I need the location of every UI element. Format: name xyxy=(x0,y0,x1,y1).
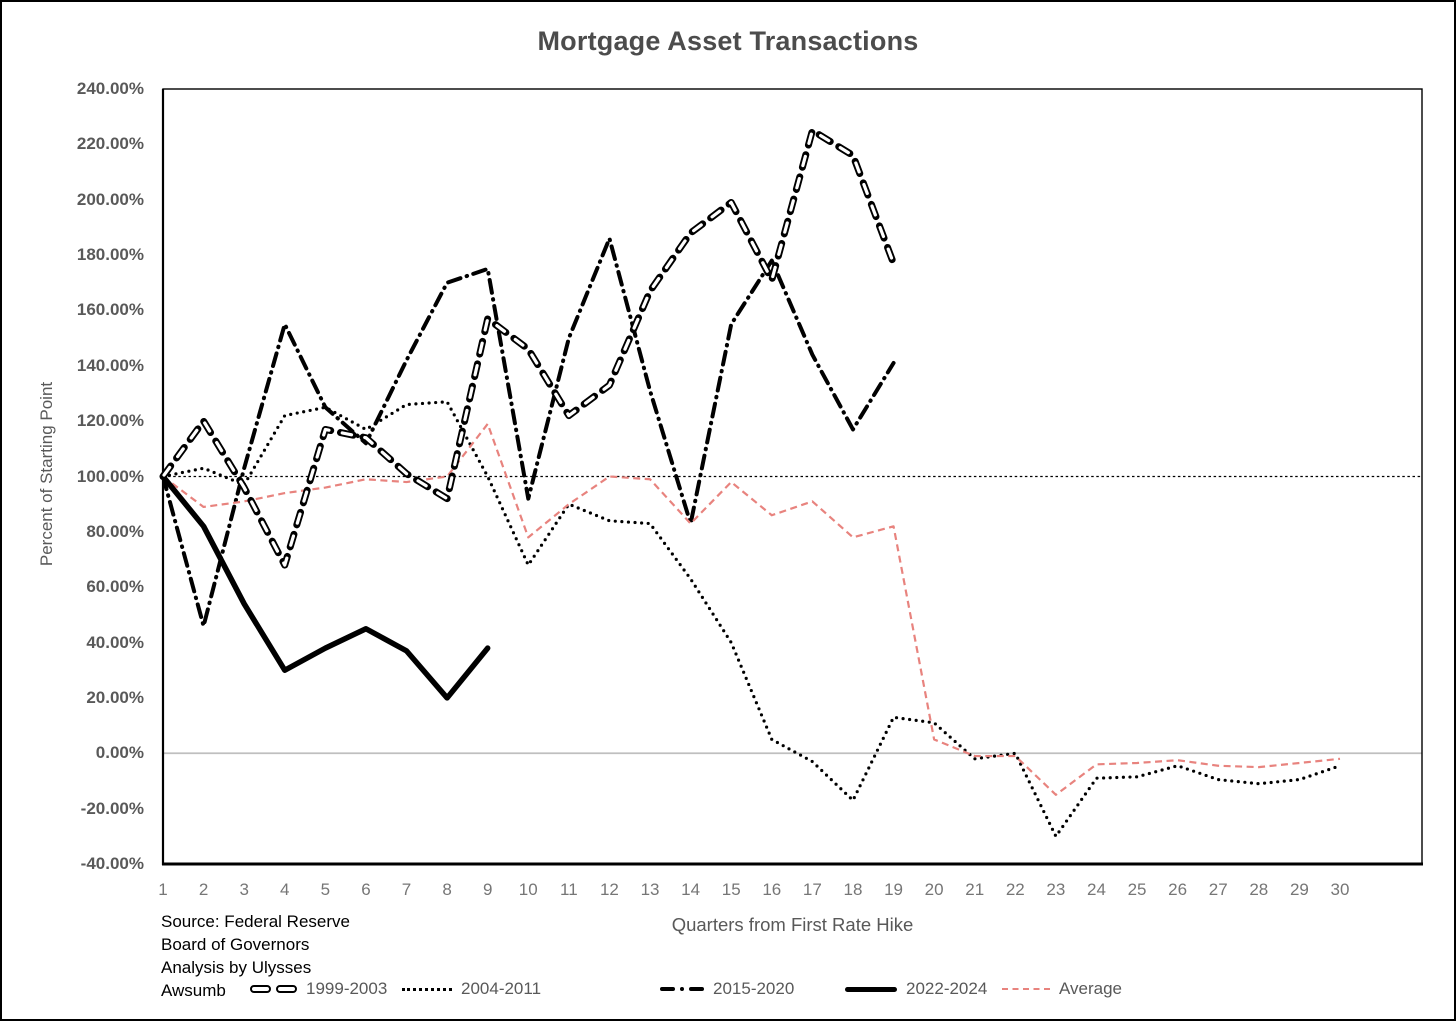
solid-line-swatch-icon xyxy=(845,986,897,992)
y-tick-label: 180.00% xyxy=(76,245,144,265)
x-tick-label: 12 xyxy=(599,880,619,899)
legend-item-average: Average xyxy=(1002,974,1122,1004)
source-line: Awsumb xyxy=(161,981,226,1000)
pink-dashed-swatch-icon xyxy=(1002,988,1050,990)
dotted-line-swatch-icon xyxy=(402,987,452,991)
x-tick-label: 2 xyxy=(198,880,209,899)
x-tick-label: 21 xyxy=(965,880,985,899)
x-tick-label: 10 xyxy=(518,880,538,899)
x-axis-title: Quarters from First Rate Hike xyxy=(671,914,914,935)
source-line: Source: Federal Reserve xyxy=(161,912,350,931)
x-tick-label: 24 xyxy=(1087,880,1106,899)
y-tick-label: 200.00% xyxy=(76,189,144,209)
source-line: Analysis by Ulysses xyxy=(161,958,312,977)
y-tick-label: 120.00% xyxy=(76,411,144,431)
x-tick-label: 27 xyxy=(1208,880,1228,899)
x-tick-label: 7 xyxy=(401,880,412,899)
x-tick-label: 28 xyxy=(1249,880,1269,899)
x-tick-label: 5 xyxy=(320,880,331,899)
x-tick-label: 13 xyxy=(640,880,660,899)
x-tick-label: 8 xyxy=(442,880,452,899)
x-tick-label: 9 xyxy=(482,880,493,899)
y-tick-label: 0.00% xyxy=(95,743,144,763)
y-tick-label: 140.00% xyxy=(76,355,144,375)
x-tick-label: 23 xyxy=(1046,880,1066,899)
legend-label: 2004-2011 xyxy=(461,979,542,998)
y-tick-label: 40.00% xyxy=(86,632,144,652)
series-line-1999-2003-inner xyxy=(161,128,896,567)
x-tick-label: 25 xyxy=(1127,880,1147,899)
x-tick-label: 1 xyxy=(158,880,168,899)
y-tick-label: 160.00% xyxy=(76,300,144,320)
x-tick-label: 6 xyxy=(361,880,371,899)
source-line: Board of Governors xyxy=(161,935,310,954)
x-tick-label: 3 xyxy=(239,880,249,899)
source-attribution: Source: Federal Reserve Board of Governo… xyxy=(161,910,350,1002)
y-tick-label: 60.00% xyxy=(86,577,144,597)
series-line-2004-2011 xyxy=(161,400,1342,838)
legend-item-2015-2020: 2015-2020 xyxy=(660,974,794,1004)
outlined-dash-swatch-icon xyxy=(250,985,297,993)
legend-label: 1999-2003 xyxy=(306,979,388,998)
legend-label: 2022-2024 xyxy=(906,979,988,998)
y-tick-label: 220.00% xyxy=(76,134,144,154)
y-tick-label: 20.00% xyxy=(86,687,144,707)
x-tick-label: 4 xyxy=(280,880,290,899)
series-line-2022-2024 xyxy=(160,473,491,701)
y-tick-label: 100.00% xyxy=(76,466,144,486)
series-line-average xyxy=(162,422,1341,796)
x-tick-label: 14 xyxy=(681,880,701,899)
legend-item-1999-2003: 1999-2003 xyxy=(250,974,387,1004)
series-line-2015-2020 xyxy=(161,236,896,628)
x-tick-label: 15 xyxy=(721,880,741,899)
x-tick-label: 29 xyxy=(1289,880,1309,899)
legend-label: Average xyxy=(1059,979,1123,998)
x-tick-label: 16 xyxy=(762,880,782,899)
y-tick-label: 240.00% xyxy=(76,79,144,98)
x-tick-label: 30 xyxy=(1330,880,1350,899)
y-tick-label: -40.00% xyxy=(80,854,144,873)
legend: 1999-2003 2004-2011 2015-2020 2022-2024 … xyxy=(2,974,1454,1006)
x-tick-label: 26 xyxy=(1168,880,1188,899)
y-tick-label: 80.00% xyxy=(86,521,144,541)
x-tick-label: 19 xyxy=(884,880,903,899)
legend-item-2004-2011: 2004-2011 xyxy=(402,974,541,1004)
x-tick-label: 11 xyxy=(560,880,578,899)
legend-item-2022-2024: 2022-2024 xyxy=(845,974,987,1004)
chart-title: Mortgage Asset Transactions xyxy=(537,26,919,56)
legend-label: 2015-2020 xyxy=(713,979,795,998)
x-tick-label: 18 xyxy=(843,880,863,899)
x-tick-label: 22 xyxy=(1005,880,1025,899)
y-tick-label: -20.00% xyxy=(80,798,144,818)
dash-dot-swatch-icon xyxy=(660,987,704,991)
x-tick-label: 17 xyxy=(802,880,822,899)
x-tick-label: 20 xyxy=(924,880,944,899)
